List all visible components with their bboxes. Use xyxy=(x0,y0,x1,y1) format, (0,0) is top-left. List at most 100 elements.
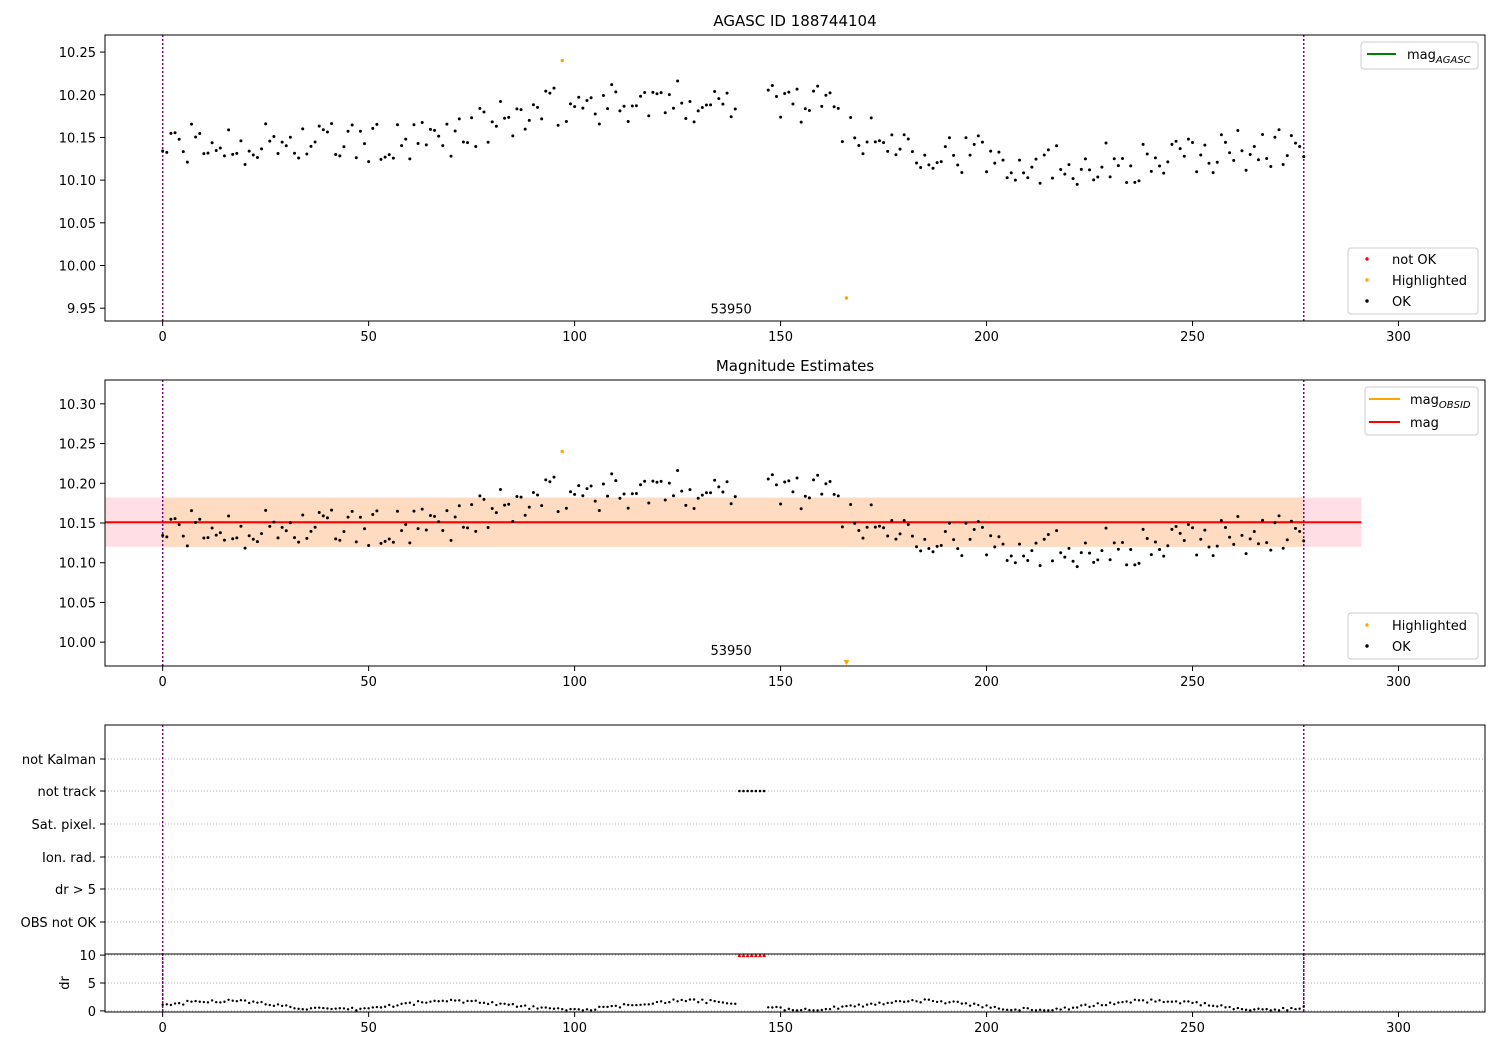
dr-point xyxy=(639,1003,642,1007)
ok-point xyxy=(313,525,317,529)
ok-point xyxy=(342,530,346,534)
ok-point xyxy=(1261,518,1265,522)
ok-point xyxy=(1018,158,1022,162)
ok-point xyxy=(639,94,643,98)
ok-point xyxy=(1195,553,1199,557)
ok-point xyxy=(231,152,235,156)
ok-point xyxy=(404,523,408,527)
ok-point xyxy=(1145,152,1149,156)
ok-point xyxy=(272,134,276,138)
ok-point xyxy=(1294,526,1298,530)
estimates-line-legend: magOBSID mag xyxy=(1364,386,1479,436)
dr-point xyxy=(400,1002,403,1006)
dr-point xyxy=(289,1005,292,1009)
ok-point xyxy=(898,147,902,151)
x-tick-label: 300 xyxy=(1386,1021,1411,1036)
dr-point xyxy=(1286,1009,1289,1012)
ok-point xyxy=(1133,563,1137,567)
ok-point xyxy=(395,509,399,513)
ok-point xyxy=(1219,518,1223,522)
ok-point xyxy=(264,508,268,512)
ok-point xyxy=(597,122,601,126)
dr-point xyxy=(598,1005,601,1009)
x-tick-label: 100 xyxy=(562,330,587,345)
ok-point xyxy=(606,107,610,111)
dr-point xyxy=(1154,1000,1157,1003)
ok-point xyxy=(255,540,259,544)
dr-point xyxy=(882,1003,885,1006)
dr-point xyxy=(812,1009,815,1012)
ok-point xyxy=(309,529,313,533)
y-tick-label: 10.15 xyxy=(59,517,96,532)
legend-mag-obsid-label: magOBSID xyxy=(1410,393,1471,411)
ok-point xyxy=(416,527,420,531)
x-tick-label: 50 xyxy=(360,1021,377,1036)
dr-point xyxy=(388,1003,391,1007)
ok-point xyxy=(980,140,984,144)
x-tick-label: 250 xyxy=(1180,675,1205,690)
dr-point xyxy=(931,999,935,1003)
ok-point xyxy=(997,150,1001,154)
ok-point xyxy=(1191,140,1195,144)
ok-point xyxy=(630,104,634,108)
ok-point xyxy=(457,504,461,508)
ok-point xyxy=(1100,165,1104,169)
ok-point xyxy=(1088,551,1092,555)
legend-highlighted-marker xyxy=(1365,623,1369,627)
clipped-dr-marker xyxy=(757,953,762,958)
observation-id-annotation: 53950 xyxy=(710,303,751,318)
dr-point xyxy=(972,1002,976,1005)
dr-point xyxy=(1014,1008,1017,1011)
ok-point xyxy=(1240,149,1244,153)
ok-point xyxy=(1203,528,1207,532)
ok-point xyxy=(947,136,951,140)
ok-point xyxy=(972,142,976,146)
ok-point xyxy=(1269,165,1273,169)
dr-point xyxy=(808,1008,811,1012)
ok-point xyxy=(482,497,486,501)
ok-point xyxy=(886,534,890,538)
ok-point xyxy=(247,149,251,153)
ok-point xyxy=(527,505,531,509)
ok-point xyxy=(284,144,288,148)
dr-point xyxy=(1005,1008,1009,1012)
ok-point xyxy=(770,84,774,88)
dr-point xyxy=(952,1000,955,1003)
ok-point xyxy=(828,91,832,95)
ok-point xyxy=(433,514,437,518)
dr-point xyxy=(1075,1006,1079,1009)
dr-point xyxy=(346,1008,350,1011)
ok-point xyxy=(1038,181,1042,185)
ok-point xyxy=(1269,548,1273,552)
ok-point xyxy=(1174,525,1178,529)
ok-point xyxy=(292,536,296,540)
ok-point xyxy=(185,160,189,164)
dr-panel: 0 50 100 150 200 250 300 0 5 10 dr xyxy=(58,949,1486,1036)
ok-point xyxy=(799,507,803,511)
ok-point xyxy=(989,149,993,153)
ok-point xyxy=(1211,171,1215,175)
ok-point xyxy=(161,149,165,153)
ok-point xyxy=(733,495,737,499)
ok-point xyxy=(614,479,618,483)
dr-point xyxy=(1224,1006,1227,1009)
ok-point xyxy=(202,152,206,156)
dr-point xyxy=(194,999,197,1003)
y-tick-label: 10.10 xyxy=(59,174,96,189)
dr-point xyxy=(1137,999,1141,1002)
dr-point xyxy=(1269,1009,1272,1012)
dr-point xyxy=(202,1000,206,1004)
ok-point xyxy=(552,86,556,90)
x-tick-label: 300 xyxy=(1386,330,1411,345)
dr-point xyxy=(799,1008,803,1012)
ok-point xyxy=(910,534,914,538)
ok-point xyxy=(647,114,651,118)
ok-point xyxy=(338,154,342,158)
ok-point xyxy=(692,120,696,124)
clipped-dr-marker xyxy=(745,953,750,958)
ok-point xyxy=(1207,161,1211,165)
dr-point xyxy=(1121,1000,1124,1004)
dr-point xyxy=(841,1005,844,1008)
dr-point xyxy=(717,1000,720,1004)
dr-point xyxy=(915,1000,918,1003)
